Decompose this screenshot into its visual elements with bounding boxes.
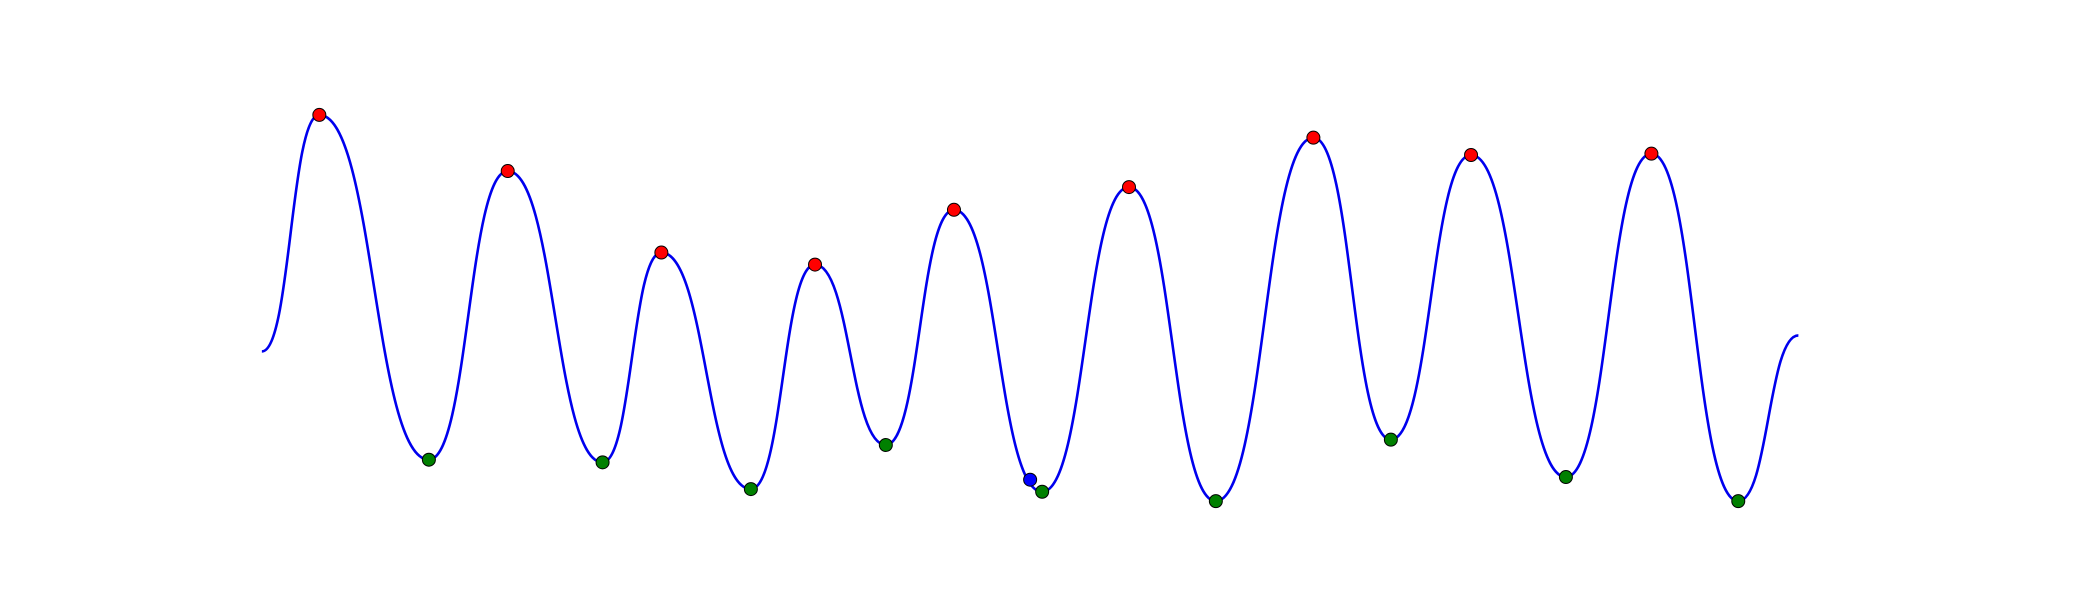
point-marker (312, 107, 327, 122)
point-marker (1208, 494, 1223, 509)
point-marker (1464, 148, 1479, 163)
point-marker (595, 455, 610, 470)
point-marker (654, 245, 669, 260)
point-marker (1558, 470, 1573, 485)
point-marker (500, 164, 515, 179)
wave-line (261, 113, 1799, 503)
point-marker (1731, 494, 1746, 509)
point-marker (421, 452, 436, 467)
point-marker (1383, 432, 1398, 447)
point-marker (878, 437, 893, 452)
point-marker (808, 257, 823, 272)
point-marker (1644, 146, 1659, 161)
point-marker (1122, 180, 1137, 195)
point-marker (743, 482, 758, 497)
point-marker (1035, 484, 1050, 499)
point-marker (946, 202, 961, 217)
point-marker (1023, 472, 1038, 487)
point-marker (1306, 130, 1321, 145)
